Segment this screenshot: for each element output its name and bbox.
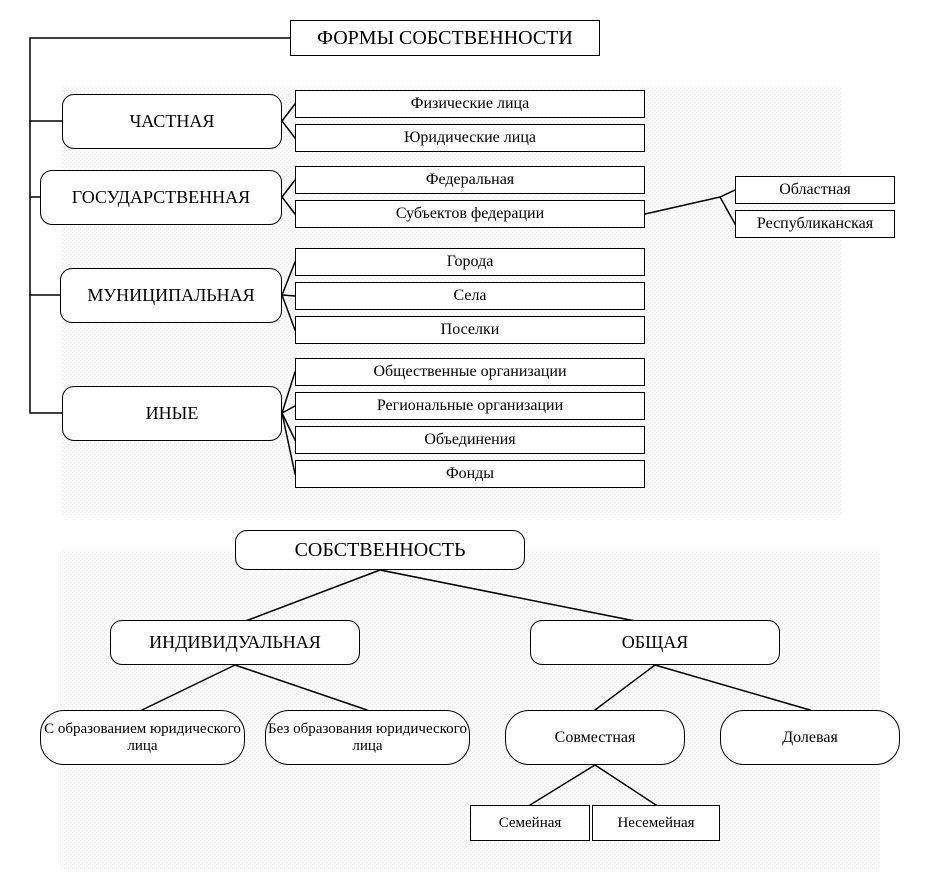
node-cat4: ИНЫЕ [62,386,282,441]
edge-cat3-fork-mid [282,295,295,296]
node-title1: ФОРМЫ СОБСТВЕННОСТИ [290,20,600,56]
node-label-title1: ФОРМЫ СОБСТВЕННОСТИ [317,27,573,49]
node-label-cat1: ЧАСТНАЯ [130,112,215,132]
node-label-title2: СОБСТВЕННОСТЬ [295,539,466,561]
node-label-i2: Юридические лица [404,129,536,147]
node-i1: Физические лица [295,90,645,118]
node-label-nonfam: Несемейная [617,815,694,832]
edge-cat4-fork-2 [282,406,295,413]
node-i4: Субъектов федерации [295,200,645,228]
node-label-i9: Региональные организации [377,397,563,415]
node-i2: Юридические лица [295,124,645,152]
node-label-cat4: ИНЫЕ [146,404,199,424]
node-i11: Фонды [295,460,645,488]
node-i6: Села [295,282,645,310]
node-label-i10: Объединения [424,431,515,449]
edge-cat2-fork-down [282,197,295,214]
node-leg1: С образованием юридического лица [40,710,245,765]
node-label-joint: Совместная [555,729,636,747]
diagram-canvas: ФОРМЫ СОБСТВЕННОСТИ ЧАСТНАЯ ГОСУДАРСТВЕННА… [0,0,949,876]
node-label-i1: Физические лица [411,95,529,113]
edge-cat1-fork-down [282,121,295,138]
node-label-i6: Села [453,287,486,305]
node-label-i5: Города [447,253,494,271]
node-i8: Общественные организации [295,358,645,386]
node-i9: Региональные организации [295,392,645,420]
node-label-i7: Поселки [441,321,500,339]
node-cat3: МУНИЦИПАЛЬНАЯ [60,268,282,323]
node-cat2: ГОСУДАРСТВЕННАЯ [40,170,282,225]
node-label-i4: Субъектов федерации [396,205,544,223]
node-label-leg2: Без образования юридического лица [266,721,469,754]
node-i5: Города [295,248,645,276]
edge-cat3-fork-down [282,295,295,330]
node-label-i8: Общественные организации [373,363,566,381]
edge-cat4-fork-3 [282,413,295,440]
node-r1: Областная [735,176,895,204]
edge-ind-to-leg1 [142,665,235,710]
edge-cat2-fork-up [282,180,295,197]
edge-title2-to-ind [235,570,380,625]
node-nonfam: Несемейная [592,805,720,841]
node-cat1: ЧАСТНАЯ [62,94,282,149]
edge-obs-to-joint [595,665,655,710]
node-obs: ОБЩАЯ [530,620,780,665]
edge-cat4-fork-4 [282,413,295,474]
node-label-share: Долевая [782,729,838,747]
node-i3: Федеральная [295,166,645,194]
edge-ind-to-leg2 [235,665,367,710]
node-i7: Поселки [295,316,645,344]
edge-cat4-fork-1 [282,372,295,413]
node-joint: Совместная [505,710,685,765]
node-i10: Объединения [295,426,645,454]
edge-sub-to-r2 [720,197,735,224]
edge-sub-to-r1 [645,190,735,214]
edge-title2-to-obs [380,570,655,625]
node-label-ind: ИНДИВИДУАЛЬНАЯ [149,633,321,653]
node-title2: СОБСТВЕННОСТЬ [235,530,525,570]
edge-cat3-fork-up [282,262,295,295]
node-label-cat2: ГОСУДАРСТВЕННАЯ [72,188,250,208]
edge-joint-to-nonfam [595,765,656,805]
node-ind: ИНДИВИДУАЛЬНАЯ [110,620,360,665]
node-label-i3: Федеральная [426,171,514,189]
node-r2: Республиканская [735,210,895,238]
node-share: Долевая [720,710,900,765]
node-label-cat3: МУНИЦИПАЛЬНАЯ [87,286,254,306]
edge-cat1-fork-up [282,104,295,121]
node-fam: Семейная [470,805,590,841]
edge-joint-to-fam [530,765,595,805]
node-leg2: Без образования юридического лица [265,710,470,765]
node-label-i11: Фонды [446,465,494,483]
node-label-leg1: С образованием юридического лица [41,721,244,754]
node-label-fam: Семейная [499,815,562,832]
node-label-obs: ОБЩАЯ [622,633,689,653]
node-label-r2: Республиканская [757,215,873,233]
node-label-r1: Областная [779,181,851,199]
edge-obs-to-share [655,665,810,710]
